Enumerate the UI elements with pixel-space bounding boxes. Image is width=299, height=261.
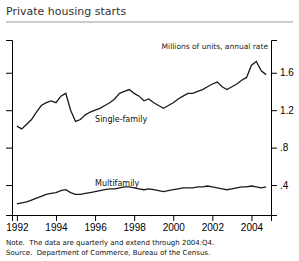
tick-label: 2004 [241, 222, 264, 233]
tick: .8 [271, 142, 289, 153]
tick-mark [271, 148, 277, 149]
tick: 2000 [163, 215, 186, 233]
tick [6, 73, 12, 74]
tick [6, 185, 12, 186]
tick-mark [251, 215, 252, 221]
tick-mark [271, 110, 277, 111]
series-line [17, 62, 266, 129]
tick-mark [134, 215, 135, 221]
tick-mark [17, 215, 18, 221]
tick-mark [6, 73, 12, 74]
tick: 1992 [6, 215, 29, 233]
y-axis-left [6, 41, 13, 216]
tick-mark [6, 185, 12, 186]
axis-line [6, 41, 13, 216]
title-rule [6, 22, 293, 23]
tick: 1.2 [271, 105, 294, 116]
tick-label: .4 [280, 180, 289, 191]
plot: 1992 1994 1996 1998 2000 2002 2004 .4 .8 1.2 1.6 Si… [6, 41, 294, 234]
tick-label: 2000 [163, 222, 186, 233]
tick: 1994 [45, 215, 68, 233]
axis-line [272, 41, 278, 216]
chart: Private housing starts 1992 1994 1996 1998 20… [0, 0, 299, 261]
note: Source. Department of Commerce, Bureau o… [6, 249, 210, 257]
tick-label: .8 [280, 142, 289, 153]
tick-mark [271, 73, 277, 74]
tick-label: 1.2 [280, 105, 294, 116]
tick: 2004 [241, 215, 264, 233]
series-line [17, 186, 266, 204]
axis-line [13, 216, 272, 222]
tick: 2002 [202, 215, 225, 233]
tick-mark [6, 110, 12, 111]
tick-label: 1992 [6, 222, 29, 233]
subtitle: Millions of units, annual rate [162, 42, 269, 51]
tick-mark [173, 215, 174, 221]
tick-label: 1998 [124, 222, 147, 233]
tick: 1996 [84, 215, 107, 233]
line-label: Single-family [95, 115, 147, 124]
tick-mark [212, 215, 213, 221]
tick: .4 [271, 180, 289, 191]
tick-mark [6, 148, 12, 149]
tick: 1998 [124, 215, 147, 233]
title: Private housing starts [6, 5, 126, 18]
x-axis: 1992 1994 1996 1998 2000 2002 2004 [6, 215, 271, 233]
tick-label: 1.6 [280, 67, 294, 78]
tick-label: 2002 [202, 222, 225, 233]
line-label: Multifamily [95, 179, 140, 188]
tick-label: 1994 [45, 222, 68, 233]
tick: 1.6 [271, 67, 294, 78]
lines [17, 62, 266, 204]
tick-mark [271, 185, 277, 186]
tick-mark [56, 215, 57, 221]
tick [6, 110, 12, 111]
tick-label: 1996 [84, 222, 107, 233]
tick [6, 148, 12, 149]
y-axis-right: .4 .8 1.2 1.6 [271, 41, 294, 216]
note: Note. The data are quarterly and extend … [6, 239, 214, 247]
tick-mark [95, 215, 96, 221]
